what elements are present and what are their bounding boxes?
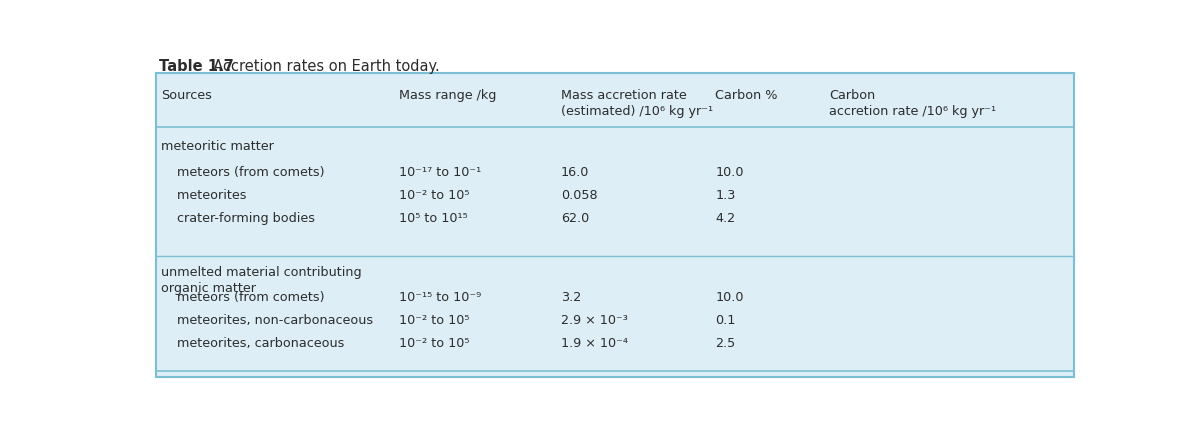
Text: 0.1: 0.1 [715, 314, 736, 327]
Text: Carbon %: Carbon % [715, 89, 778, 102]
Text: meteorites, non-carbonaceous: meteorites, non-carbonaceous [161, 314, 373, 327]
Text: 10⁻² to 10⁵: 10⁻² to 10⁵ [400, 314, 469, 327]
Text: Mass accretion rate
(estimated) /10⁶ kg yr⁻¹: Mass accretion rate (estimated) /10⁶ kg … [562, 89, 713, 118]
Text: meteoritic matter: meteoritic matter [161, 140, 274, 153]
Text: 10⁻¹⁵ to 10⁻⁹: 10⁻¹⁵ to 10⁻⁹ [400, 291, 481, 304]
Text: crater-forming bodies: crater-forming bodies [161, 212, 316, 225]
Text: 10⁵ to 10¹⁵: 10⁵ to 10¹⁵ [400, 212, 468, 225]
Text: Mass range /kg: Mass range /kg [400, 89, 497, 102]
Text: Carbon
accretion rate /10⁶ kg yr⁻¹: Carbon accretion rate /10⁶ kg yr⁻¹ [829, 89, 996, 118]
Text: 2.9 × 10⁻³: 2.9 × 10⁻³ [562, 314, 628, 327]
Text: 2.5: 2.5 [715, 337, 736, 350]
Text: 10.0: 10.0 [715, 166, 744, 179]
Text: 1.9 × 10⁻⁴: 1.9 × 10⁻⁴ [562, 337, 628, 350]
Text: meteorites: meteorites [161, 189, 247, 202]
Text: Accretion rates on Earth today.: Accretion rates on Earth today. [204, 59, 440, 74]
Text: Table 1.7: Table 1.7 [160, 59, 234, 74]
Text: 62.0: 62.0 [562, 212, 589, 225]
Text: unmelted material contributing
organic matter: unmelted material contributing organic m… [161, 266, 361, 295]
Text: meteorites, carbonaceous: meteorites, carbonaceous [161, 337, 344, 350]
Text: 10.0: 10.0 [715, 291, 744, 304]
Text: 16.0: 16.0 [562, 166, 589, 179]
Text: 3.2: 3.2 [562, 291, 581, 304]
Text: 10⁻¹⁷ to 10⁻¹: 10⁻¹⁷ to 10⁻¹ [400, 166, 481, 179]
Text: 10⁻² to 10⁵: 10⁻² to 10⁵ [400, 337, 469, 350]
Text: meteors (from comets): meteors (from comets) [161, 166, 325, 179]
Text: 0.058: 0.058 [562, 189, 598, 202]
Text: meteors (from comets): meteors (from comets) [161, 291, 325, 304]
Text: 10⁻² to 10⁵: 10⁻² to 10⁵ [400, 189, 469, 202]
Text: 4.2: 4.2 [715, 212, 736, 225]
Text: 1.3: 1.3 [715, 189, 736, 202]
Text: Sources: Sources [161, 89, 212, 102]
